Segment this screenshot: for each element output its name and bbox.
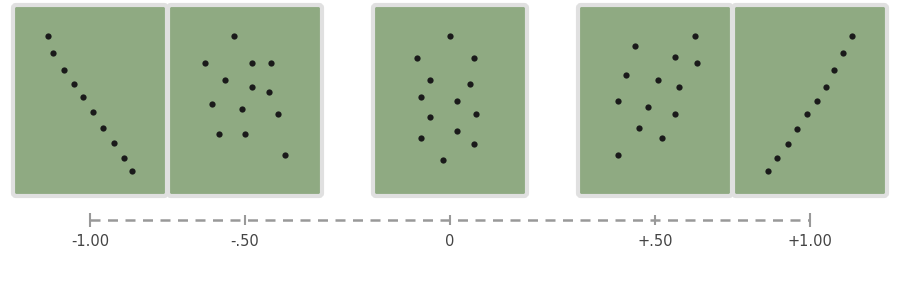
Text: 0: 0: [446, 235, 454, 250]
Text: +.50: +.50: [637, 235, 673, 250]
FancyBboxPatch shape: [13, 5, 167, 196]
Text: -.50: -.50: [230, 235, 259, 250]
FancyBboxPatch shape: [578, 5, 732, 196]
FancyBboxPatch shape: [168, 5, 322, 196]
FancyBboxPatch shape: [733, 5, 887, 196]
Text: -1.00: -1.00: [71, 235, 109, 250]
FancyBboxPatch shape: [373, 5, 527, 196]
Text: +1.00: +1.00: [788, 235, 832, 250]
